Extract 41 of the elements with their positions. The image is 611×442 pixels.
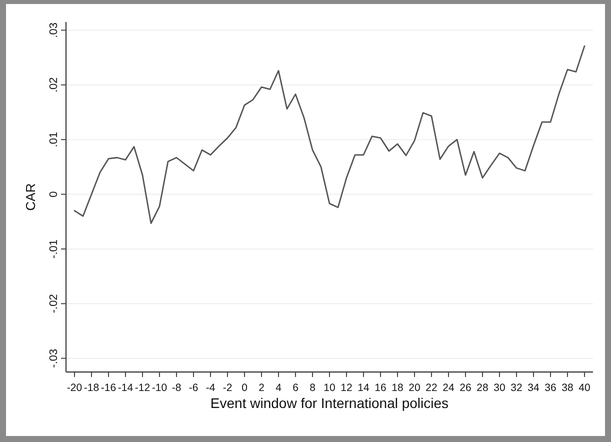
x-tick-label: 38: [562, 382, 574, 394]
x-tick-label: 4: [276, 382, 282, 394]
x-tick-label: 6: [292, 382, 299, 394]
x-tick-label: 8: [310, 382, 316, 394]
y-tick-label: -.01: [48, 239, 60, 258]
x-tick-label: 40: [578, 382, 590, 394]
x-tick-label: 12: [340, 382, 352, 394]
x-tick-label: -14: [118, 382, 134, 394]
x-tick-label: 36: [544, 382, 556, 394]
x-tick-label: 22: [426, 382, 438, 394]
x-axis-title: Event window for International policies: [210, 395, 449, 411]
y-tick-label: -.03: [48, 348, 60, 368]
y-tick-label: -.02: [48, 294, 60, 314]
x-tick-label: -16: [100, 382, 116, 394]
y-tick-label: .01: [48, 132, 60, 148]
x-tick-label: 2: [258, 382, 265, 394]
x-tick-label: -20: [66, 382, 82, 394]
x-tick-label: -18: [84, 382, 100, 394]
x-tick-label: 14: [358, 382, 370, 394]
x-tick-label: -10: [152, 382, 168, 394]
line-series: [74, 45, 586, 224]
x-tick-label: -12: [134, 382, 150, 394]
x-tick-label: 16: [374, 382, 386, 394]
x-tick-label: -4: [206, 382, 216, 394]
x-tick-label: 20: [408, 382, 420, 394]
y-tick-label: .03: [48, 22, 60, 38]
y-tick-label: 0: [48, 191, 60, 198]
x-tick-label: 26: [460, 382, 472, 394]
x-tick-label: 18: [392, 382, 404, 394]
x-tick-label: 24: [442, 382, 454, 394]
x-tick-label: -8: [172, 382, 182, 394]
x-tick-label: 32: [510, 382, 522, 394]
y-axis-title: CAR: [23, 183, 38, 211]
x-tick-label: 34: [528, 382, 540, 394]
x-tick-label: -2: [222, 382, 232, 394]
x-tick-label: 0: [242, 382, 248, 394]
x-tick-label: 28: [476, 382, 488, 394]
x-tick-label: 10: [324, 382, 336, 394]
y-tick-label: .02: [48, 77, 60, 93]
x-tick-label: -6: [188, 382, 198, 394]
x-tick-label: 30: [494, 382, 506, 394]
